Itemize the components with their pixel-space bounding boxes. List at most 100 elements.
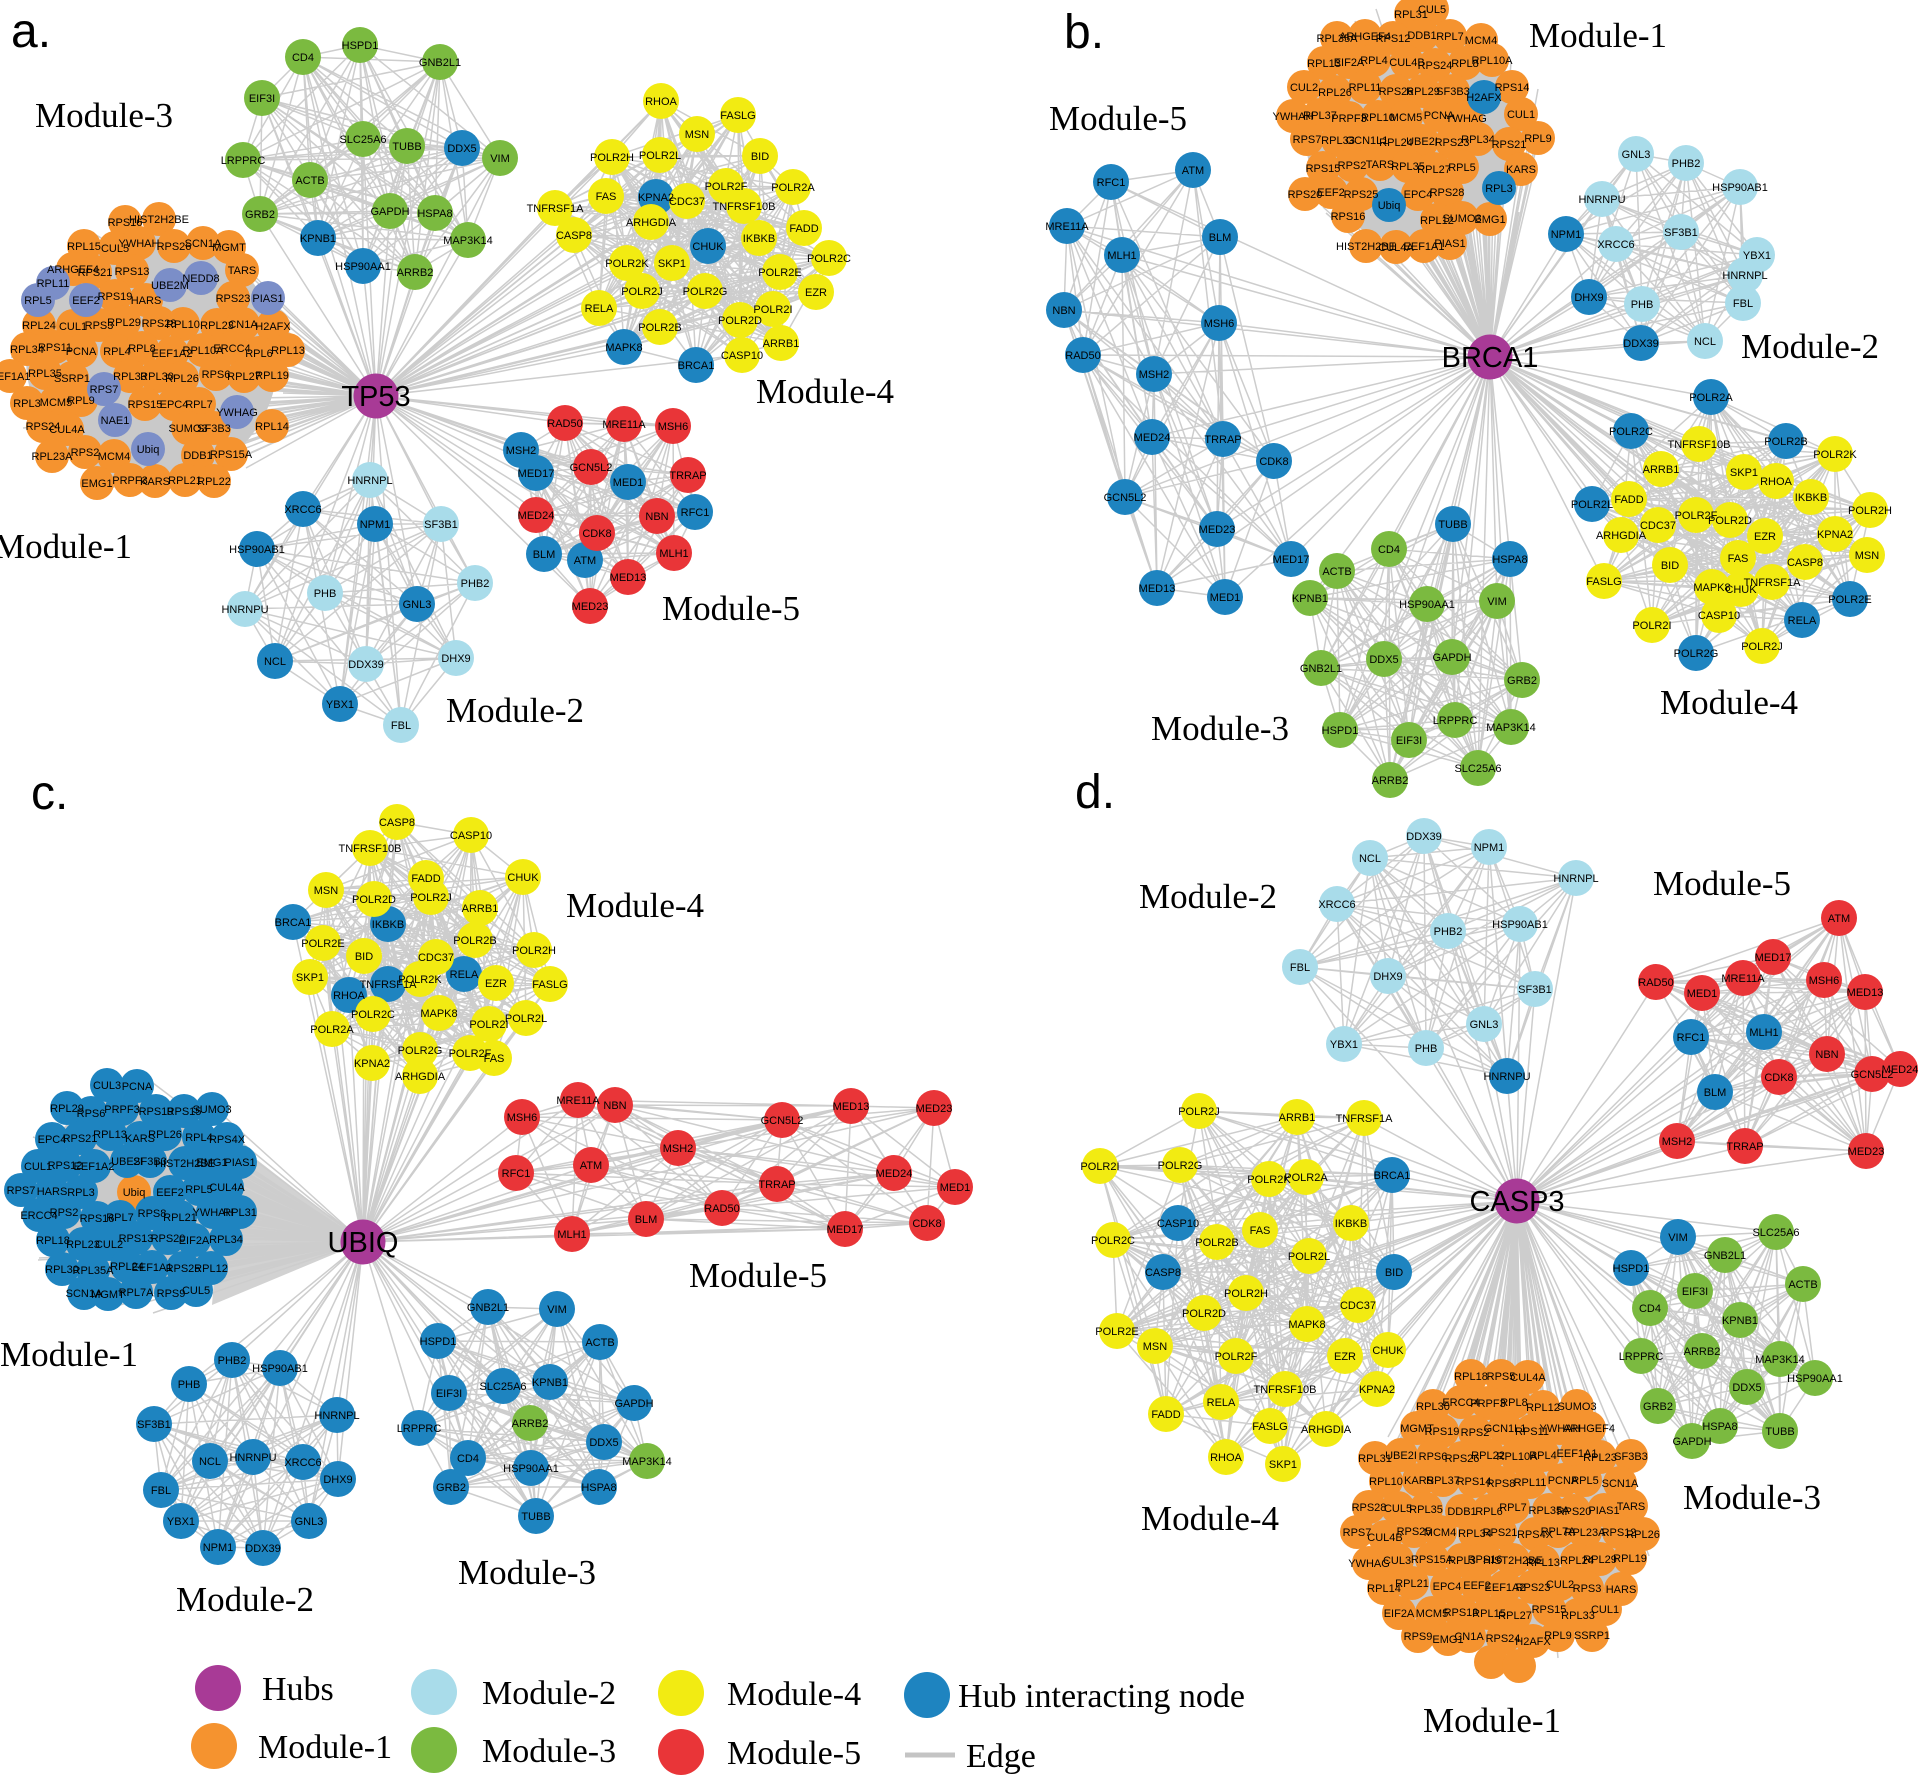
svg-text:RPL12: RPL12: [1420, 215, 1454, 227]
svg-text:XRCC6: XRCC6: [284, 1457, 321, 1469]
svg-text:RPS9: RPS9: [1404, 1631, 1433, 1643]
svg-text:POLR2I: POLR2I: [753, 304, 792, 316]
svg-text:MGMT: MGMT: [1400, 1423, 1434, 1435]
svg-text:TRRAP: TRRAP: [669, 470, 706, 482]
svg-text:KPNB1: KPNB1: [1722, 1315, 1758, 1327]
svg-text:HIST2H2BE: HIST2H2BE: [1336, 241, 1396, 253]
svg-text:KPNB1: KPNB1: [300, 233, 336, 245]
svg-text:NPM1: NPM1: [203, 1542, 234, 1554]
svg-text:Hub interacting node: Hub interacting node: [958, 1678, 1245, 1715]
svg-text:MSN: MSN: [314, 885, 339, 897]
svg-text:RPS15: RPS15: [1532, 1604, 1567, 1616]
svg-text:RPL6: RPL6: [245, 348, 273, 360]
svg-text:FAS: FAS: [596, 191, 617, 203]
svg-text:RPS5: RPS5: [1487, 1371, 1516, 1383]
svg-text:DDX5: DDX5: [589, 1437, 618, 1449]
svg-text:RPL7: RPL7: [1436, 31, 1464, 43]
svg-text:GCN5L2: GCN5L2: [1104, 492, 1147, 504]
svg-text:HSPA8: HSPA8: [1702, 1421, 1737, 1433]
svg-text:TNFRSF1A: TNFRSF1A: [527, 203, 585, 215]
svg-text:BRCA1: BRCA1: [275, 917, 312, 929]
svg-text:ARHGDIA: ARHGDIA: [1596, 530, 1647, 542]
svg-text:POLR2K: POLR2K: [605, 258, 649, 270]
svg-text:POLR2K: POLR2K: [1813, 449, 1857, 461]
svg-text:GAPDH: GAPDH: [1432, 652, 1471, 664]
svg-text:DDX39: DDX39: [348, 659, 383, 671]
svg-text:MAPK8: MAPK8: [420, 1008, 457, 1020]
svg-text:MSH2: MSH2: [663, 1143, 694, 1155]
svg-text:MRE11A: MRE11A: [1045, 221, 1089, 233]
svg-text:RPL11: RPL11: [1349, 82, 1382, 94]
svg-text:MSH6: MSH6: [1204, 318, 1235, 330]
svg-text:POLR2F: POLR2F: [449, 1048, 492, 1060]
svg-text:Module-5: Module-5: [727, 1735, 861, 1772]
svg-text:ACTB: ACTB: [1788, 1279, 1817, 1291]
svg-text:VIM: VIM: [1487, 596, 1507, 608]
svg-text:PCNA: PCNA: [66, 346, 97, 358]
svg-text:CHUK: CHUK: [1725, 584, 1757, 596]
svg-text:MAPK8: MAPK8: [1693, 582, 1730, 594]
svg-text:SF3B1: SF3B1: [1518, 984, 1552, 996]
svg-text:RPS6: RPS6: [202, 369, 231, 381]
svg-text:POLR2B: POLR2B: [453, 935, 496, 947]
svg-text:MED23: MED23: [916, 1103, 953, 1115]
svg-text:PHB2: PHB2: [1434, 926, 1463, 938]
svg-text:VIM: VIM: [1668, 1232, 1688, 1244]
svg-text:HSPD1: HSPD1: [342, 40, 379, 52]
svg-text:RPS21: RPS21: [1483, 1527, 1518, 1539]
svg-text:CASP3: CASP3: [1469, 1186, 1564, 1218]
svg-text:RPS19: RPS19: [98, 291, 133, 303]
svg-text:RPS15A: RPS15A: [210, 449, 253, 461]
svg-text:RPS9: RPS9: [157, 1288, 186, 1300]
svg-text:RPL23: RPL23: [1583, 1452, 1617, 1464]
svg-text:MED13: MED13: [1139, 583, 1176, 595]
svg-text:CUL3: CUL3: [93, 1080, 121, 1092]
svg-text:GRB2: GRB2: [1507, 675, 1537, 687]
svg-text:NCL: NCL: [1694, 336, 1716, 348]
svg-text:MLH1: MLH1: [1749, 1027, 1778, 1039]
svg-text:RPL5: RPL5: [24, 295, 52, 307]
svg-text:SF3B1: SF3B1: [424, 519, 458, 531]
svg-text:CUL4A: CUL4A: [1510, 1372, 1546, 1384]
svg-text:DDX39: DDX39: [1406, 831, 1441, 843]
svg-text:LRPPRC: LRPPRC: [1619, 1351, 1664, 1363]
svg-text:RPL4: RPL4: [1360, 55, 1388, 67]
svg-text:MSN: MSN: [685, 129, 710, 141]
svg-text:RPS28: RPS28: [1352, 1502, 1387, 1514]
svg-text:POLR2L: POLR2L: [1288, 1251, 1330, 1263]
svg-text:ARHGEF4: ARHGEF4: [47, 264, 99, 276]
svg-text:NBN: NBN: [645, 511, 668, 523]
svg-text:IKBKB: IKBKB: [372, 919, 404, 931]
svg-text:HNRNPU: HNRNPU: [1483, 1071, 1530, 1083]
svg-text:SLC25A6: SLC25A6: [1454, 763, 1501, 775]
svg-text:HSP90AA1: HSP90AA1: [1399, 599, 1455, 611]
svg-text:HSP90AB1: HSP90AB1: [1492, 919, 1548, 931]
svg-text:PCNA: PCNA: [1548, 1475, 1579, 1487]
svg-text:RPS14: RPS14: [1495, 82, 1530, 94]
svg-text:XRCC6: XRCC6: [1597, 239, 1634, 251]
svg-text:HNRNPL: HNRNPL: [314, 1410, 359, 1422]
svg-text:SF3B3: SF3B3: [197, 423, 231, 435]
svg-text:TRRAP: TRRAP: [1726, 1141, 1763, 1153]
svg-text:RPL29: RPL29: [107, 317, 141, 329]
svg-text:MAP3K14: MAP3K14: [1755, 1354, 1805, 1366]
svg-text:RPS26: RPS26: [1445, 1453, 1480, 1465]
svg-text:MED24: MED24: [1882, 1064, 1919, 1076]
svg-text:RPS19: RPS19: [139, 1106, 174, 1118]
svg-text:POLR2J: POLR2J: [1741, 641, 1783, 653]
svg-text:LRPPRC: LRPPRC: [221, 155, 266, 167]
svg-text:RPL3: RPL3: [13, 398, 41, 410]
svg-text:ERCC4: ERCC4: [20, 1210, 57, 1222]
svg-text:SCN1A: SCN1A: [1602, 1478, 1639, 1490]
svg-text:PCNA: PCNA: [1424, 110, 1455, 122]
svg-text:GNB2L1: GNB2L1: [467, 1302, 509, 1314]
svg-text:POLR2D: POLR2D: [352, 894, 396, 906]
svg-text:RPL5: RPL5: [1571, 1475, 1599, 1487]
svg-text:PIAS1: PIAS1: [1588, 1505, 1619, 1517]
svg-text:YBX1: YBX1: [1743, 250, 1771, 262]
svg-text:SUMO3: SUMO3: [1557, 1401, 1596, 1413]
svg-text:YWHAH: YWHAH: [1540, 1423, 1581, 1435]
svg-text:ARHGDIA: ARHGDIA: [395, 1071, 446, 1083]
svg-text:SKP1: SKP1: [296, 972, 324, 984]
svg-text:RPS23: RPS23: [216, 293, 251, 305]
